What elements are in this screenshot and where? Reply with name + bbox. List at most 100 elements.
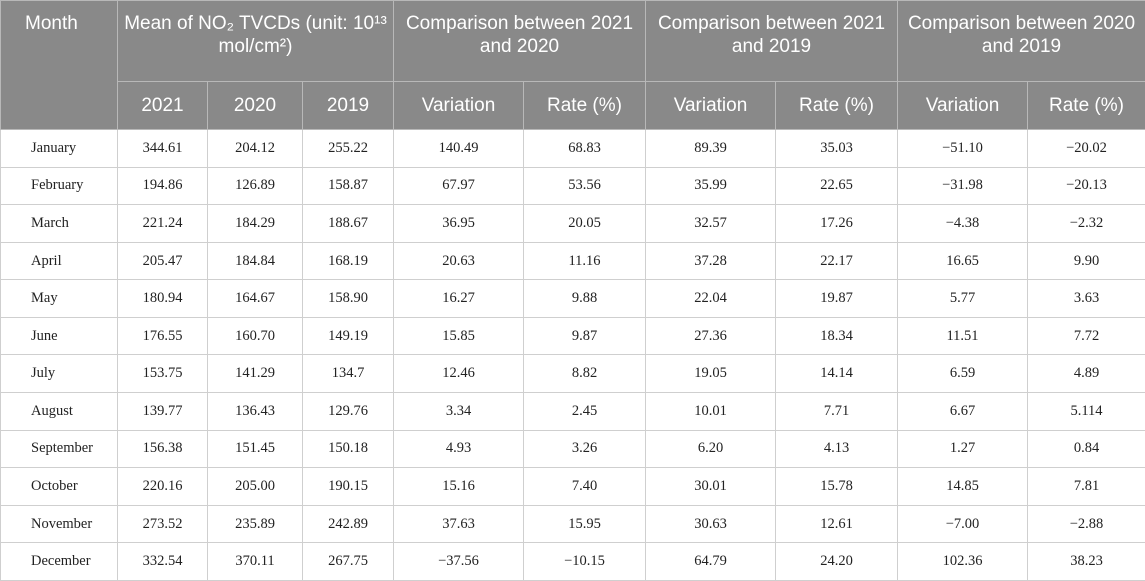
value-cell: 150.18 — [302, 429, 394, 469]
value-cell: 0.84 — [1027, 429, 1145, 469]
group-header: Mean of NO₂ TVCDs (unit: 10¹³ mol/cm²) — [117, 0, 394, 82]
value-cell: 22.65 — [775, 166, 898, 206]
value-cell: 16.65 — [897, 241, 1028, 281]
value-cell: 37.28 — [645, 241, 776, 281]
value-cell: 9.88 — [523, 279, 646, 318]
value-cell: 7.72 — [1027, 316, 1145, 356]
value-cell: −31.98 — [897, 166, 1028, 206]
value-cell: −20.02 — [1027, 129, 1145, 168]
sub-header: 2021 — [117, 81, 208, 130]
group-header: Comparison between 2021 and 2020 — [393, 0, 646, 82]
value-cell: 1.27 — [897, 429, 1028, 469]
table-header: Month Mean of NO₂ TVCDs (unit: 10¹³ mol/… — [0, 0, 1145, 130]
month-cell: May — [0, 279, 118, 318]
value-cell: 12.61 — [775, 504, 898, 544]
value-cell: −51.10 — [897, 129, 1028, 168]
header-cell: Month — [0, 0, 118, 130]
value-cell: 22.17 — [775, 241, 898, 281]
group-header: Comparison between 2021 and 2019 — [645, 0, 898, 82]
value-cell: 37.63 — [393, 504, 524, 544]
value-cell: 16.27 — [393, 279, 524, 318]
value-cell: 36.95 — [393, 204, 524, 243]
value-cell: 89.39 — [645, 129, 776, 168]
value-cell: 273.52 — [117, 504, 208, 544]
value-cell: 149.19 — [302, 316, 394, 356]
value-cell: 205.00 — [207, 467, 303, 506]
value-cell: 136.43 — [207, 392, 303, 431]
value-cell: −2.88 — [1027, 504, 1145, 544]
value-cell: −20.13 — [1027, 166, 1145, 206]
value-cell: 344.61 — [117, 129, 208, 168]
value-cell: 30.63 — [645, 504, 776, 544]
table-row: July 153.75 141.29 134.7 12.46 8.82 19.05 14.14… — [0, 354, 1145, 394]
value-cell: 220.16 — [117, 467, 208, 506]
value-cell: 176.55 — [117, 316, 208, 356]
value-cell: 35.99 — [645, 166, 776, 206]
sub-header: Variation — [645, 81, 776, 130]
value-cell: 194.86 — [117, 166, 208, 206]
value-cell: 139.77 — [117, 392, 208, 431]
value-cell: 158.87 — [302, 166, 394, 206]
value-cell: 15.78 — [775, 467, 898, 506]
value-cell: 35.03 — [775, 129, 898, 168]
value-cell: −2.32 — [1027, 204, 1145, 243]
table-row: June 176.55 160.70 149.19 15.85 9.87 27.36 18.3… — [0, 316, 1145, 356]
value-cell: 7.40 — [523, 467, 646, 506]
value-cell: 6.67 — [897, 392, 1028, 431]
value-cell: 64.79 — [645, 542, 776, 581]
value-cell: 190.15 — [302, 467, 394, 506]
month-cell: January — [0, 129, 118, 168]
value-cell: 2.45 — [523, 392, 646, 431]
value-cell: 3.26 — [523, 429, 646, 469]
value-cell: 7.81 — [1027, 467, 1145, 506]
month-cell: September — [0, 429, 118, 469]
sub-header: Variation — [393, 81, 524, 130]
value-cell: 20.05 — [523, 204, 646, 243]
value-cell: 332.54 — [117, 542, 208, 581]
sub-header: 2020 — [207, 81, 303, 130]
value-cell: 158.90 — [302, 279, 394, 318]
header-row: 2021 2020 2019 Variation Rate (%) Variation Ra… — [1, 81, 1145, 130]
value-cell: 141.29 — [207, 354, 303, 394]
value-cell: 242.89 — [302, 504, 394, 544]
value-cell: 20.63 — [393, 241, 524, 281]
month-cell: March — [0, 204, 118, 243]
value-cell: 164.67 — [207, 279, 303, 318]
value-cell: 4.89 — [1027, 354, 1145, 394]
month-cell: October — [0, 467, 118, 506]
table-row: April 205.47 184.84 168.19 20.63 11.16 37.28 22… — [0, 241, 1145, 281]
value-cell: 4.93 — [393, 429, 524, 469]
month-cell: February — [0, 166, 118, 206]
value-cell: 53.56 — [523, 166, 646, 206]
sub-header: Rate (%) — [775, 81, 898, 130]
value-cell: 156.38 — [117, 429, 208, 469]
value-cell: −4.38 — [897, 204, 1028, 243]
table-row: October 220.16 205.00 190.15 15.16 7.40 30.01 1… — [0, 467, 1145, 506]
value-cell: 24.20 — [775, 542, 898, 581]
value-cell: 3.34 — [393, 392, 524, 431]
value-cell: 17.26 — [775, 204, 898, 243]
value-cell: 126.89 — [207, 166, 303, 206]
value-cell: 8.82 — [523, 354, 646, 394]
value-cell: 18.34 — [775, 316, 898, 356]
value-cell: 27.36 — [645, 316, 776, 356]
table-row: February 194.86 126.89 158.87 67.97 53.56 35.9… — [0, 166, 1145, 206]
value-cell: 370.11 — [207, 542, 303, 581]
value-cell: 11.16 — [523, 241, 646, 281]
month-cell: April — [0, 241, 118, 281]
table-row: March 221.24 184.29 188.67 36.95 20.05 32.57 17… — [0, 204, 1145, 243]
value-cell: −7.00 — [897, 504, 1028, 544]
value-cell: 102.36 — [897, 542, 1028, 581]
value-cell: 22.04 — [645, 279, 776, 318]
value-cell: −37.56 — [393, 542, 524, 581]
group-header: Comparison between 2020 and 2019 — [897, 0, 1145, 82]
value-cell: 160.70 — [207, 316, 303, 356]
value-cell: 129.76 — [302, 392, 394, 431]
value-cell: 15.16 — [393, 467, 524, 506]
value-cell: 153.75 — [117, 354, 208, 394]
value-cell: 19.87 — [775, 279, 898, 318]
value-cell: 168.19 — [302, 241, 394, 281]
value-cell: 221.24 — [117, 204, 208, 243]
